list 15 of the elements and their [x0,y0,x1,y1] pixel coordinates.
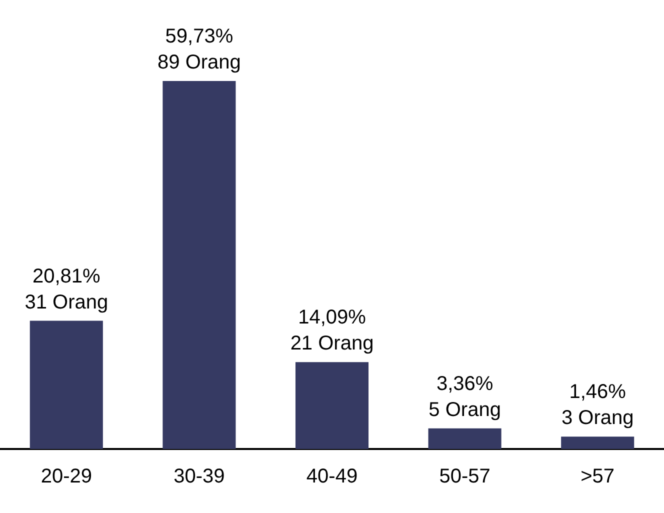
x-tick-label: 20-29 [40,466,92,488]
bar [428,428,502,449]
bar [30,320,103,449]
x-tick-label: 40-49 [306,466,358,488]
bar [561,436,634,449]
data-label: 59,73% 89 Orang [158,25,241,74]
bar [295,362,369,449]
data-label: 3,36% 5 Orang [428,372,501,421]
bar [162,80,236,449]
data-label: 1,46% 3 Orang [561,381,634,430]
x-tick-label: 50-57 [439,466,490,488]
x-tick-label: 30-39 [174,466,225,488]
data-label: 14,09% 21 Orang [290,306,374,355]
x-tick-label: >57 [580,466,615,488]
data-label: 20,81% 31 Orang [24,265,108,314]
